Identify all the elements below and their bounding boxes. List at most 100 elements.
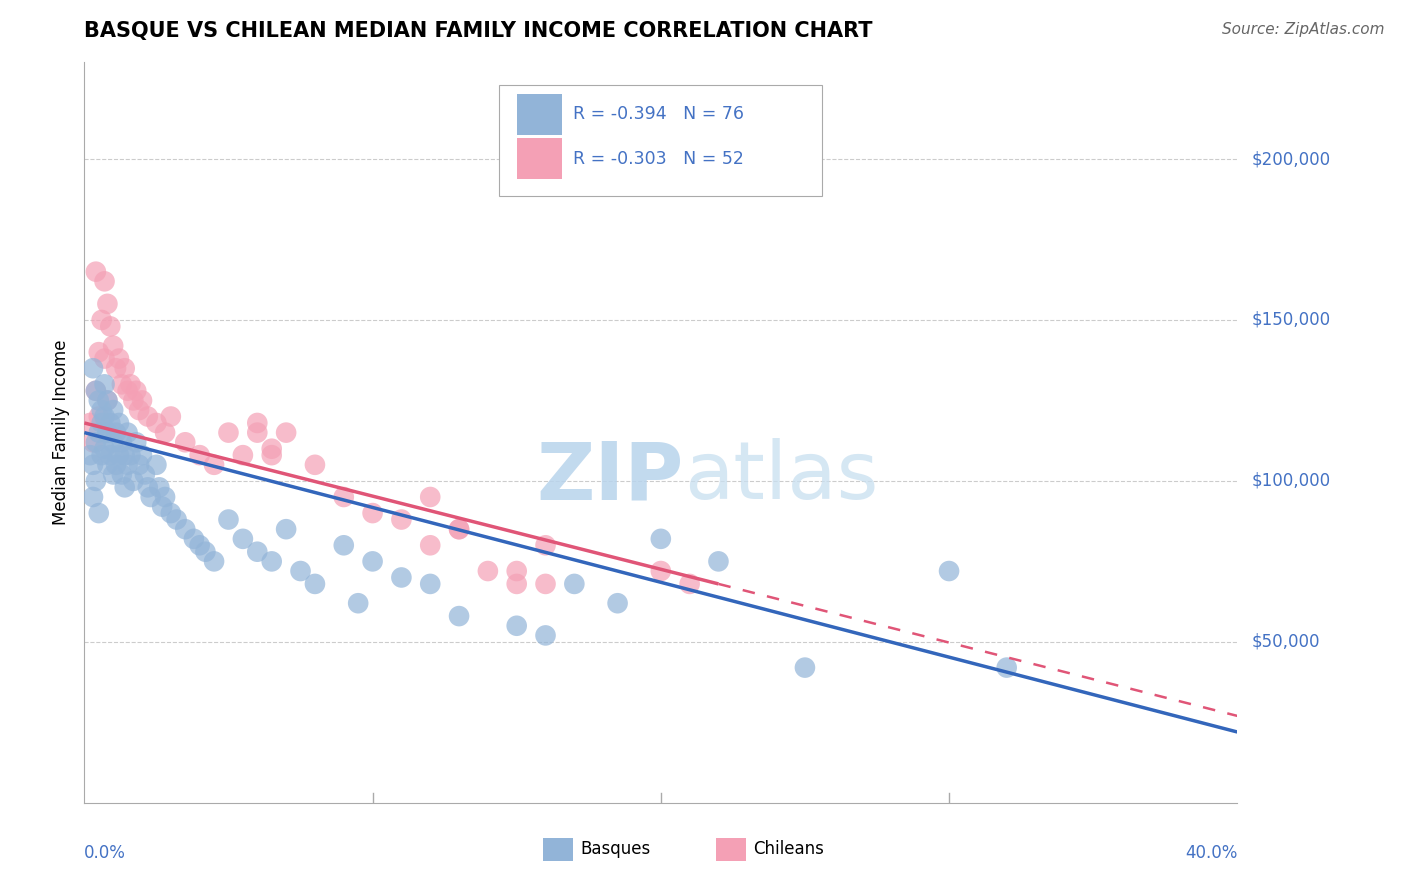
Point — [477, 564, 499, 578]
Point — [120, 377, 142, 392]
Text: BASQUE VS CHILEAN MEDIAN FAMILY INCOME CORRELATION CHART: BASQUE VS CHILEAN MEDIAN FAMILY INCOME C… — [84, 21, 873, 41]
Point — [79, 448, 101, 462]
Point — [79, 416, 101, 430]
Point — [96, 458, 118, 472]
Point — [391, 512, 413, 526]
Point — [188, 448, 211, 462]
Point — [90, 448, 112, 462]
Point — [606, 596, 628, 610]
Point — [246, 425, 269, 440]
Point — [103, 467, 124, 482]
Point — [148, 480, 170, 494]
Point — [290, 564, 312, 578]
Point — [125, 384, 148, 398]
Point — [84, 474, 107, 488]
Text: 40.0%: 40.0% — [1185, 844, 1237, 862]
Point — [93, 442, 115, 456]
Point — [114, 361, 136, 376]
Point — [108, 448, 131, 462]
Point — [794, 660, 817, 674]
Point — [707, 554, 730, 568]
Point — [202, 458, 225, 472]
Point — [96, 297, 118, 311]
Point — [117, 384, 139, 398]
Point — [117, 458, 139, 472]
Point — [183, 532, 205, 546]
Point — [145, 416, 167, 430]
Point — [304, 577, 326, 591]
Point — [419, 577, 441, 591]
Point — [90, 313, 112, 327]
Point — [98, 448, 121, 462]
Point — [84, 384, 107, 398]
Point — [105, 458, 128, 472]
Point — [90, 403, 112, 417]
Point — [139, 490, 162, 504]
Point — [534, 538, 557, 552]
Point — [93, 274, 115, 288]
Point — [103, 339, 124, 353]
Point — [564, 577, 586, 591]
Point — [361, 554, 384, 568]
Point — [84, 384, 107, 398]
Point — [419, 538, 441, 552]
Point — [232, 532, 254, 546]
Point — [160, 506, 183, 520]
Point — [153, 425, 176, 440]
Point — [103, 403, 124, 417]
Point — [304, 458, 326, 472]
Point — [506, 577, 529, 591]
Point — [108, 351, 131, 366]
Point — [218, 425, 240, 440]
Point — [128, 458, 150, 472]
Point — [131, 393, 153, 408]
Point — [650, 532, 672, 546]
Point — [160, 409, 183, 424]
Point — [122, 474, 145, 488]
Point — [449, 609, 471, 624]
Text: $150,000: $150,000 — [1251, 311, 1331, 329]
Point — [449, 522, 471, 536]
Text: ZIP: ZIP — [537, 438, 683, 516]
Point — [82, 490, 104, 504]
Point — [128, 403, 150, 417]
Text: atlas: atlas — [683, 438, 879, 516]
Point — [166, 512, 188, 526]
Point — [87, 345, 110, 359]
Point — [134, 467, 156, 482]
Point — [534, 628, 557, 642]
Point — [174, 435, 197, 450]
Point — [995, 660, 1018, 674]
Point — [111, 435, 134, 450]
Point — [419, 490, 441, 504]
FancyBboxPatch shape — [543, 838, 574, 862]
Point — [87, 409, 110, 424]
Point — [108, 416, 131, 430]
Point — [90, 416, 112, 430]
Point — [120, 448, 142, 462]
Point — [246, 545, 269, 559]
FancyBboxPatch shape — [517, 138, 561, 179]
Text: Source: ZipAtlas.com: Source: ZipAtlas.com — [1222, 22, 1385, 37]
Point — [333, 538, 356, 552]
Point — [276, 522, 298, 536]
FancyBboxPatch shape — [499, 85, 823, 195]
Point — [84, 265, 107, 279]
Text: Chileans: Chileans — [754, 840, 824, 858]
Point — [202, 554, 225, 568]
Point — [131, 448, 153, 462]
Point — [117, 425, 139, 440]
Y-axis label: Median Family Income: Median Family Income — [52, 340, 70, 525]
Point — [93, 377, 115, 392]
Text: $100,000: $100,000 — [1251, 472, 1331, 490]
Point — [136, 409, 159, 424]
Text: 0.0%: 0.0% — [84, 844, 127, 862]
Point — [136, 480, 159, 494]
Point — [114, 480, 136, 494]
Point — [260, 554, 283, 568]
Point — [96, 393, 118, 408]
Point — [82, 458, 104, 472]
Point — [361, 506, 384, 520]
Point — [82, 361, 104, 376]
Text: R = -0.303   N = 52: R = -0.303 N = 52 — [574, 150, 744, 168]
